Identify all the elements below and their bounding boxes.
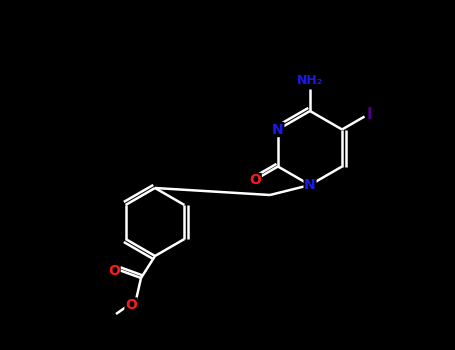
Text: N: N bbox=[304, 178, 316, 192]
Text: O: O bbox=[108, 264, 120, 278]
Text: O: O bbox=[125, 298, 137, 312]
Text: N: N bbox=[272, 122, 284, 136]
Text: O: O bbox=[249, 174, 261, 188]
Text: I: I bbox=[367, 107, 372, 122]
Text: NH₂: NH₂ bbox=[297, 75, 323, 88]
